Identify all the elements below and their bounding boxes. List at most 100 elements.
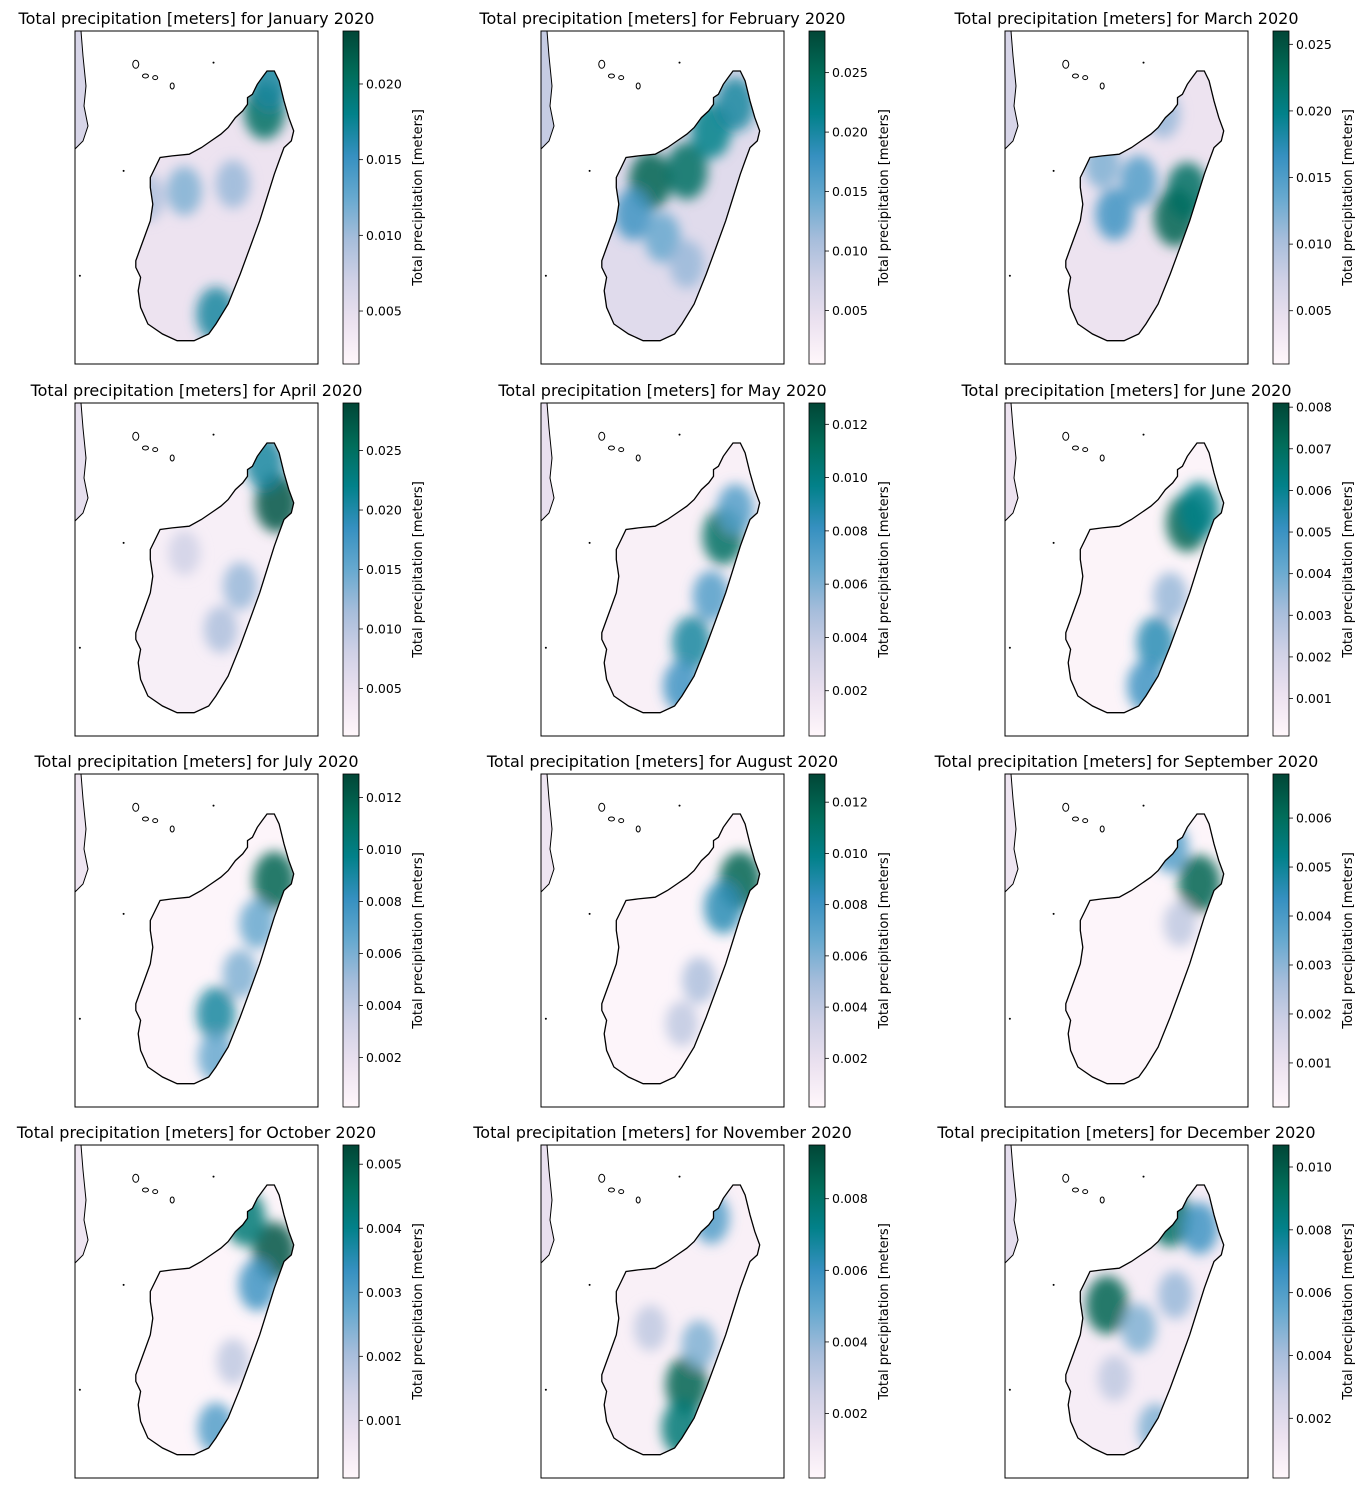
panel-title: Total precipitation [meters] for May 202… — [497, 381, 826, 400]
precipitation-hotspot — [669, 240, 704, 289]
comoros-island — [169, 82, 175, 90]
comoros-island — [618, 447, 625, 453]
small-island — [122, 169, 125, 172]
colorbar-label: Total precipitation [meters] — [411, 109, 426, 287]
colorbar-tick-label: 0.004 — [366, 1221, 402, 1236]
map-panel-7: Total precipitation [meters] for July 20… — [33, 752, 426, 1108]
panel-title: Total precipitation [meters] for January… — [18, 9, 375, 28]
colorbar-tick-label: 0.010 — [366, 842, 402, 857]
colorbar-tick-label: 0.006 — [832, 1263, 868, 1278]
colorbar: 0.005 0.010 0.015 0.020 0.025 Total precipita… — [1272, 30, 1356, 365]
precipitation-hotspot — [1097, 1355, 1131, 1402]
small-island — [1052, 1283, 1055, 1286]
colorbar-gradient — [808, 30, 826, 365]
colorbar-tick-label: 0.008 — [1296, 400, 1332, 415]
comoros-island — [598, 59, 606, 69]
precipitation-hotspot — [1163, 900, 1197, 947]
comoros-island — [132, 59, 140, 69]
colorbar: 0.002 0.004 0.006 0.008 0.010 Total precipita… — [1272, 1144, 1356, 1479]
map-panel-5: Total precipitation [meters] for May 202… — [497, 381, 892, 737]
precipitation-hotspot — [717, 484, 754, 536]
colorbar-gradient — [808, 1144, 826, 1479]
colorbar-tick-label: 0.001 — [366, 1413, 402, 1428]
panel-title: Total precipitation [meters] for October… — [16, 1123, 376, 1142]
small-island — [544, 1388, 547, 1391]
colorbar-tick-label: 0.006 — [1296, 1285, 1332, 1300]
colorbar-tick-label: 0.012 — [832, 417, 868, 432]
small-island — [1052, 169, 1055, 172]
colorbar-gradient — [342, 402, 360, 737]
colorbar-tick-label: 0.008 — [366, 894, 402, 909]
madagascar-coastline — [601, 1184, 761, 1456]
madagascar-coastline — [1065, 813, 1225, 1085]
map-axes-frame — [540, 773, 785, 1108]
precipitation-hotspot — [223, 562, 258, 611]
comoros-island — [607, 445, 615, 451]
colorbar-gradient — [342, 773, 360, 1108]
colorbar-tick-label: 0.010 — [1296, 237, 1332, 252]
colorbar-tick-label: 0.002 — [366, 1349, 402, 1364]
map-axes-frame — [74, 30, 319, 365]
africa-coastline — [540, 773, 555, 894]
madagascar-coastline — [601, 813, 761, 1085]
africa-coastline — [74, 773, 89, 894]
map-panel-1: Total precipitation [meters] for January… — [18, 9, 426, 365]
panel-title: Total precipitation [meters] for Decembe… — [936, 1123, 1315, 1142]
madagascar-coastline — [135, 813, 295, 1085]
colorbar: 0.001 0.002 0.003 0.004 0.005 0.006 Total prec… — [1272, 773, 1356, 1108]
comoros-island — [618, 818, 625, 824]
comoros-island — [152, 818, 159, 824]
africa-coastline — [540, 402, 555, 523]
comoros-island — [607, 816, 615, 822]
colorbar-tick-label: 0.006 — [832, 577, 868, 592]
map-panel-6: Total precipitation [meters] for June 20… — [960, 381, 1356, 737]
colorbar: 0.001 0.002 0.003 0.004 0.005 0.006 0.007 0.008… — [1272, 400, 1356, 737]
precipitation-hotspot — [633, 1305, 667, 1352]
small-island — [1142, 804, 1145, 807]
precipitation-hotspot — [665, 1355, 708, 1414]
precipitation-hotspot — [239, 898, 276, 949]
colorbar-tick-label: 0.008 — [832, 523, 868, 538]
comoros-island — [1099, 82, 1105, 90]
colorbar-tick-label: 0.005 — [366, 1157, 402, 1172]
colorbar-tick-label: 0.010 — [366, 621, 402, 636]
comoros-island — [132, 802, 140, 812]
colorbar-tick-label: 0.015 — [1296, 170, 1332, 185]
colorbar-tick-label: 0.002 — [1296, 649, 1332, 664]
colorbar-tick-label: 0.002 — [832, 1051, 868, 1066]
map-axes-frame — [540, 30, 785, 365]
colorbar-tick-label: 0.015 — [832, 184, 868, 199]
comoros-island — [618, 75, 625, 81]
small-island — [212, 804, 215, 807]
colorbar-tick-label: 0.008 — [1296, 1222, 1332, 1237]
colorbar-tick-label: 0.008 — [832, 897, 868, 912]
map-panel-4: Total precipitation [meters] for April 2… — [30, 381, 426, 737]
colorbar-label: Total precipitation [meters] — [1341, 1223, 1356, 1401]
colorbar-tick-label: 0.002 — [832, 1406, 868, 1421]
colorbar-tick-label: 0.001 — [1296, 1055, 1332, 1070]
precipitation-hotspot — [204, 605, 238, 653]
colorbar-label: Total precipitation [meters] — [411, 481, 426, 659]
colorbar-tick-label: 0.002 — [832, 683, 868, 698]
small-island — [1008, 274, 1011, 277]
panel-title: Total precipitation [meters] for Novembe… — [472, 1123, 852, 1142]
colorbar-tick-label: 0.004 — [1296, 566, 1332, 581]
colorbar-tick-label: 0.004 — [832, 630, 868, 645]
colorbar-gradient — [808, 773, 826, 1108]
comoros-island — [607, 73, 615, 79]
madagascar-coastline — [601, 70, 761, 342]
colorbar: 0.002 0.004 0.006 0.008 0.010 0.012 Total prec… — [808, 773, 892, 1108]
precipitation-hotspot — [1179, 482, 1220, 538]
comoros-island — [169, 454, 175, 462]
precipitation-hotspot — [1121, 1303, 1157, 1353]
comoros-island — [1082, 818, 1089, 824]
comoros-island — [598, 431, 606, 441]
africa-coastline — [74, 402, 89, 523]
colorbar-label: Total precipitation [meters] — [877, 1223, 892, 1401]
madagascar-coastline — [1065, 442, 1225, 714]
comoros-island — [1071, 445, 1079, 451]
precipitation-hotspot — [249, 71, 289, 112]
colorbar-tick-label: 0.004 — [366, 998, 402, 1013]
colorbar-tick-label: 0.020 — [366, 503, 402, 518]
colorbar-tick-label: 0.004 — [1296, 1348, 1332, 1363]
